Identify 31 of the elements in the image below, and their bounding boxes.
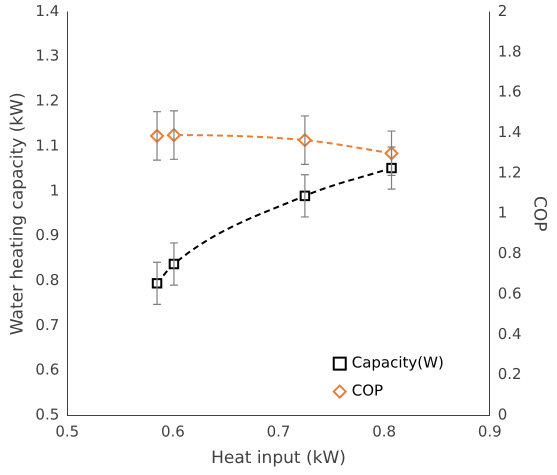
y2-tick-label: 0.2	[498, 365, 522, 384]
y-axis-title: Water heating capacity (kW)	[8, 92, 28, 336]
y-tick-label: 0.7	[35, 316, 60, 334]
x-tick-label: 0.7	[266, 422, 290, 440]
y-tick-label: 1.1	[35, 136, 60, 154]
x-tick-label: 0.9	[478, 422, 502, 440]
y-tick-label: 0.8	[35, 270, 60, 289]
legend-label: Capacity(W)	[352, 353, 444, 372]
y-tick-label: 0.6	[35, 360, 60, 379]
y2-tick-label: 0	[498, 405, 508, 424]
y2-tick-label: 2	[498, 2, 508, 20]
y2-tick-label: 1.6	[498, 82, 522, 101]
y2-tick-label: 0.4	[498, 324, 522, 343]
y2-tick-label: 0.8	[498, 244, 522, 262]
x-tick-label: 0.5	[55, 422, 80, 440]
y-tick-label: 0.9	[35, 226, 60, 244]
x-tick-label: 0.8	[372, 422, 396, 440]
y-tick-label: 1.2	[35, 92, 60, 110]
x-axis-title: Heat input (kW)	[211, 448, 346, 468]
legend-label: COP	[352, 381, 384, 400]
y-tick-label: 1	[50, 181, 60, 200]
y-tick-label: 0.5	[35, 405, 60, 424]
y2-tick-label: 1.8	[498, 42, 522, 60]
y2-tick-label: 1	[498, 204, 508, 222]
y2-tick-label: 1.2	[498, 163, 522, 182]
y-tick-label: 1.3	[35, 46, 60, 65]
x-tick-label: 0.6	[160, 422, 185, 440]
y2-axis-title: COP	[529, 196, 550, 232]
y2-tick-label: 1.4	[498, 122, 522, 141]
y2-tick-label: 0.6	[498, 284, 522, 302]
y-tick-label: 1.4	[35, 2, 60, 20]
